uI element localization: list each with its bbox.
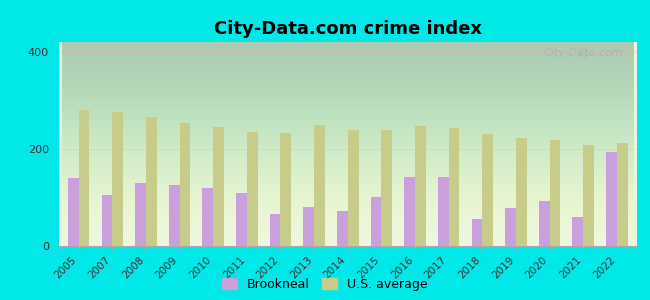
Bar — [415, 125, 426, 246]
Bar — [471, 219, 482, 246]
Bar — [270, 214, 281, 246]
Bar — [146, 117, 157, 246]
Bar — [101, 195, 112, 246]
Text: ○: ○ — [577, 47, 588, 60]
Bar — [505, 208, 516, 246]
Bar — [304, 207, 314, 246]
Title: City-Data.com crime index: City-Data.com crime index — [214, 20, 482, 38]
Bar — [448, 128, 460, 246]
Bar — [404, 176, 415, 246]
Bar — [382, 130, 392, 246]
Bar — [606, 152, 617, 246]
Bar — [573, 217, 583, 246]
Bar — [549, 140, 560, 246]
Bar — [79, 110, 90, 246]
Bar — [281, 133, 291, 246]
Bar — [348, 130, 359, 246]
Bar — [617, 143, 628, 246]
Text: City-Data.com: City-Data.com — [543, 48, 623, 58]
Bar — [213, 127, 224, 246]
Bar — [539, 201, 549, 246]
Bar — [68, 178, 79, 246]
Bar — [337, 211, 348, 246]
Bar — [314, 124, 325, 246]
Bar — [169, 185, 179, 246]
Bar — [583, 145, 594, 246]
Bar — [179, 123, 190, 246]
Bar — [236, 193, 247, 246]
Bar — [516, 138, 526, 246]
Bar — [370, 197, 382, 246]
Bar — [112, 112, 123, 246]
Bar — [247, 132, 257, 246]
Bar — [482, 134, 493, 246]
Bar — [202, 188, 213, 246]
Legend: Brookneal, U.S. average: Brookneal, U.S. average — [222, 278, 428, 291]
Bar — [438, 176, 448, 246]
Bar — [135, 183, 146, 246]
